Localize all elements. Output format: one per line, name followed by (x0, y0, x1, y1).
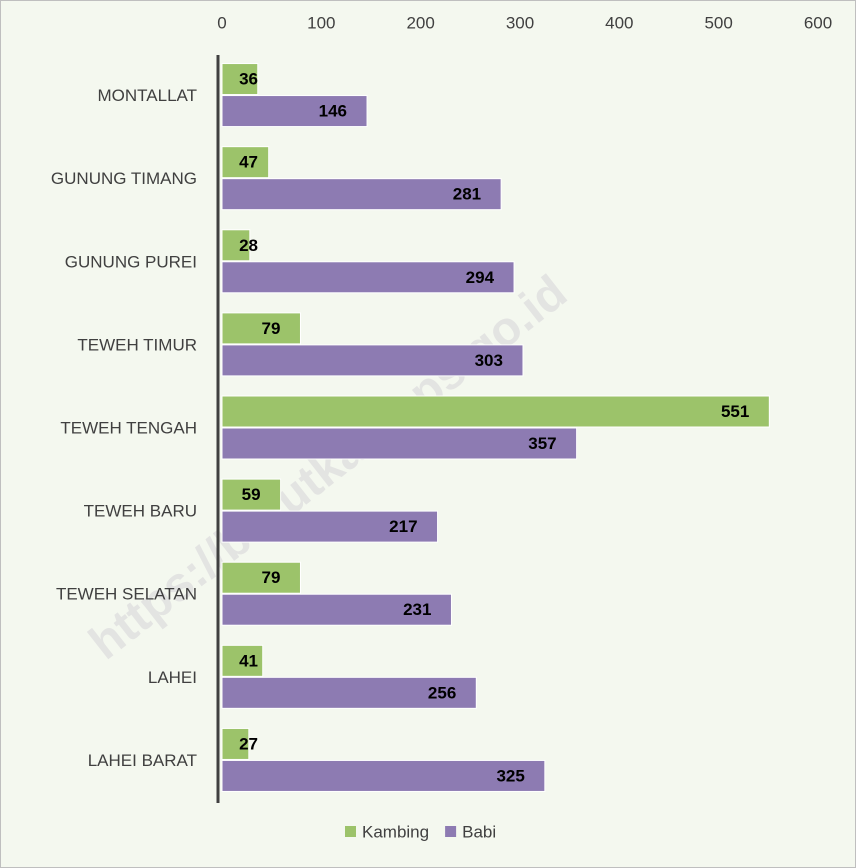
x-tick-label: 600 (804, 13, 832, 32)
legend-swatch (345, 826, 356, 837)
data-label: 551 (721, 402, 749, 421)
bar (221, 146, 270, 179)
legend-label: Kambing (362, 822, 429, 841)
data-label: 146 (319, 102, 347, 121)
data-label: 303 (475, 351, 503, 370)
y-tick-label: TEWEH SELATAN (56, 585, 197, 604)
x-tick-label: 400 (605, 13, 633, 32)
x-tick-label: 100 (307, 13, 335, 32)
data-label: 28 (239, 236, 258, 255)
data-label: 217 (389, 517, 417, 536)
bar (221, 229, 251, 262)
bar (221, 63, 259, 96)
data-label: 36 (239, 70, 258, 89)
x-tick-label: 0 (217, 13, 226, 32)
data-label: 59 (242, 485, 261, 504)
legend-swatch (445, 826, 457, 837)
y-tick-label: MONTALLAT (98, 86, 198, 105)
bar (221, 510, 439, 543)
y-tick-label: LAHEI (148, 668, 197, 687)
x-tick-label: 200 (406, 13, 434, 32)
data-label: 231 (403, 600, 431, 619)
bar (221, 312, 301, 345)
y-tick-label: TEWEH TENGAH (60, 418, 197, 437)
bar (221, 344, 524, 377)
data-label: 79 (262, 568, 281, 587)
bar (221, 561, 301, 594)
bar (221, 261, 515, 294)
data-label: 27 (239, 734, 258, 753)
y-tick-label: LAHEI BARAT (88, 751, 197, 770)
bar (221, 676, 477, 709)
bar (221, 644, 264, 677)
y-tick-label: GUNUNG TIMANG (51, 169, 197, 188)
data-label: 281 (453, 185, 481, 204)
y-tick-label: GUNUNG PUREI (65, 252, 197, 271)
bar (221, 427, 578, 460)
bar (221, 95, 368, 128)
bar (221, 727, 250, 760)
x-tick-label: 300 (506, 13, 534, 32)
bar (221, 593, 452, 626)
bar (221, 478, 282, 511)
y-tick-label: TEWEH TIMUR (77, 335, 197, 354)
x-tick-label: 500 (704, 13, 732, 32)
bar (221, 395, 770, 428)
y-tick-label: TEWEH BARU (84, 502, 197, 521)
data-label: 79 (262, 319, 281, 338)
data-label: 256 (428, 683, 456, 702)
bar (221, 178, 502, 211)
data-label: 294 (466, 268, 495, 287)
bar (221, 759, 546, 792)
data-label: 357 (528, 434, 556, 453)
data-label: 47 (239, 153, 258, 172)
data-label: 325 (496, 766, 524, 785)
data-label: 41 (239, 651, 258, 670)
legend-label: Babi (462, 822, 496, 841)
